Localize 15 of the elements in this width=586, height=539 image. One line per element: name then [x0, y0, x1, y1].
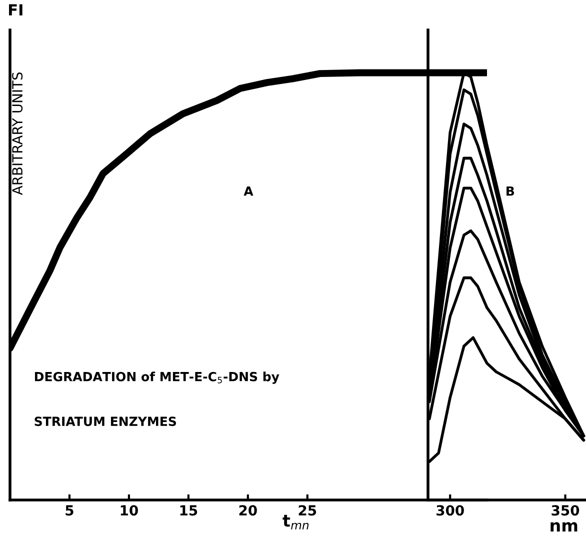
x-tick-label: 15 [180, 505, 198, 516]
x-tick-label: 350 [552, 505, 580, 516]
y-axis-title: ARBITRARY UNITS [12, 72, 23, 196]
annotation: STRIATUM ENZYMES [34, 416, 176, 426]
x-tick-label: 10 [120, 505, 138, 516]
x-axis-title: t$_{mn}$ [282, 514, 309, 530]
annotation: A [244, 186, 254, 196]
annotation: B [506, 186, 514, 196]
text: FI [9, 4, 22, 16]
x-tick-label: 20 [239, 505, 257, 516]
annotation: DEGRADATION of MET-E-C$_{5}$-DNS by [35, 372, 280, 384]
x-tick-label: 5 [66, 505, 74, 516]
x-axis-title: nm [550, 522, 578, 532]
x-tick-label: 25 [298, 505, 316, 516]
x-tick-label: 300 [436, 505, 464, 516]
